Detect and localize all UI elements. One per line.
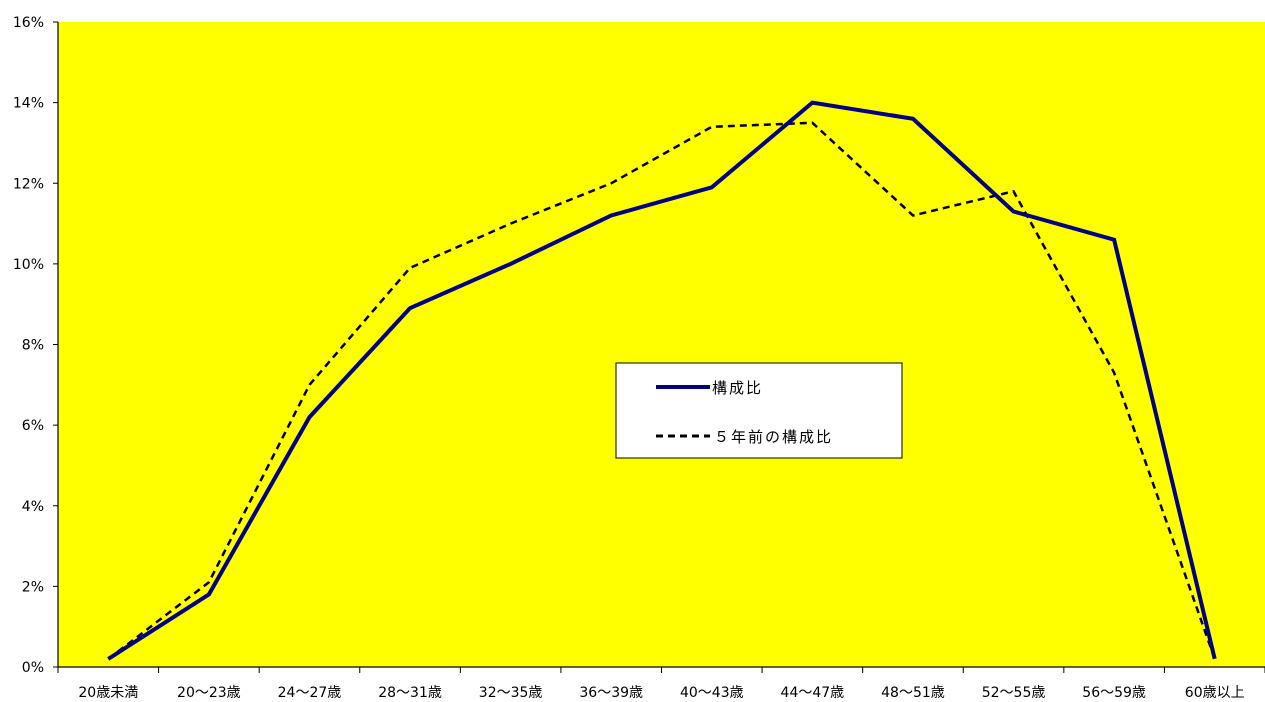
y-tick-label: 4% — [22, 499, 44, 515]
x-tick-label: 60歳以上 — [1185, 685, 1245, 701]
y-tick-label: 12% — [13, 176, 44, 192]
legend: 構成比 ５年前の構成比 — [615, 362, 903, 459]
y-tick-label: 10% — [13, 257, 44, 273]
x-tick-label: 24～27歳 — [278, 685, 342, 701]
y-tick-label: 14% — [13, 96, 44, 112]
x-tick-label: 32～35歳 — [479, 685, 543, 701]
x-axis-ticks: 20歳未満 20～23歳 24～27歳 28～31歳 32～35歳 36～39歳 40～43… — [57, 667, 1265, 701]
x-tick-label: 20～23歳 — [177, 685, 241, 701]
x-tick-label: 52～55歳 — [982, 685, 1046, 701]
x-tick-label: 56～59歳 — [1082, 685, 1146, 701]
x-tick-label: 28～31歳 — [378, 685, 442, 701]
y-axis-ticks: 0% 2% 4% 6% 8% 10% 12% 14% 16% — [13, 15, 58, 676]
legend-box — [615, 362, 903, 459]
x-tick-label: 40～43歳 — [680, 685, 744, 701]
legend-label: 構成比 — [712, 379, 763, 397]
x-tick-label: 44～47歳 — [781, 685, 845, 701]
series-layer — [107, 100, 1217, 661]
plot-area — [58, 22, 1265, 667]
y-tick-label: 6% — [22, 418, 44, 434]
x-tick-label: 20歳未満 — [78, 685, 138, 701]
series-line-current — [107, 100, 1217, 661]
legend-label: ５年前の構成比 — [714, 428, 833, 446]
y-tick-label: 2% — [22, 579, 44, 595]
y-tick-label: 16% — [13, 15, 44, 31]
y-tick-label: 8% — [22, 338, 44, 354]
x-tick-label: 48～51歳 — [881, 685, 945, 701]
x-tick-label: 36～39歳 — [579, 685, 643, 701]
y-tick-label: 0% — [22, 660, 44, 676]
